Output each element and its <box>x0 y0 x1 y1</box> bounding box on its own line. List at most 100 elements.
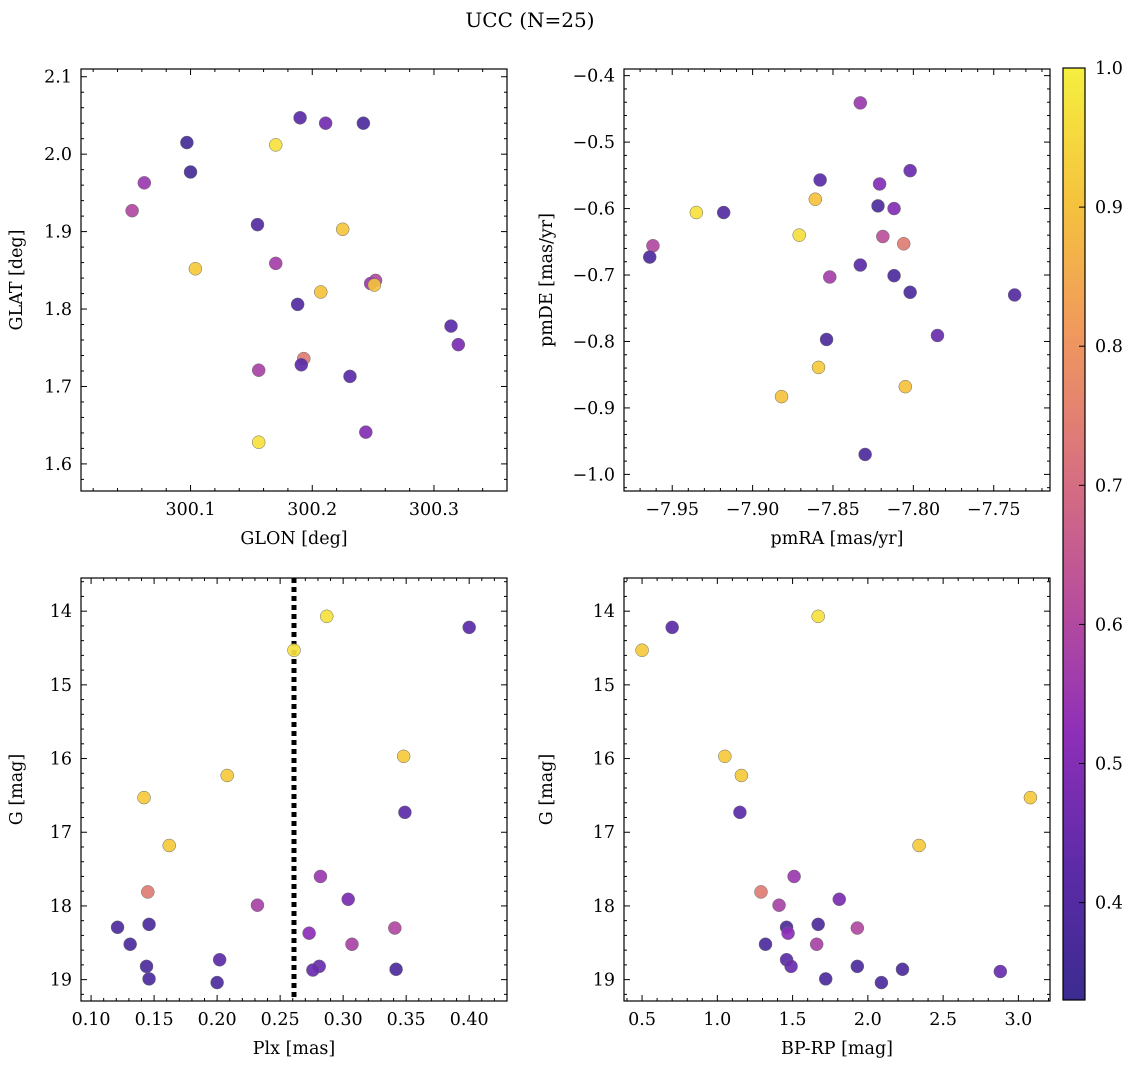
data-point <box>1007 288 1022 302</box>
data-point <box>251 363 266 377</box>
data-point <box>341 892 355 907</box>
data-point <box>123 937 137 952</box>
data-point <box>141 885 155 899</box>
x-tick-label: −7.95 <box>645 500 699 520</box>
data-point <box>302 926 316 940</box>
data-point <box>293 111 307 125</box>
x-tick-label: 300.2 <box>287 500 337 520</box>
colorbar-tick-label: 0.8 <box>1095 337 1123 357</box>
figure-title: UCC (N=25) <box>465 8 594 32</box>
data-point <box>343 369 357 384</box>
data-point <box>220 768 234 783</box>
colorbar-gradient <box>1062 67 1086 1001</box>
data-point <box>853 96 868 110</box>
points <box>642 96 1022 462</box>
x-tick-label: 0.35 <box>387 1010 426 1030</box>
data-point <box>811 609 825 624</box>
colorbar-tick-label: 0.9 <box>1095 198 1123 218</box>
data-point <box>210 975 224 990</box>
data-point <box>758 937 773 952</box>
data-point <box>819 332 834 347</box>
y-axis-label: GLAT [deg] <box>7 230 27 331</box>
y-tick-label: 16 <box>50 750 72 770</box>
x-tick-label: 1.0 <box>703 1010 731 1030</box>
data-point <box>462 620 476 635</box>
colorbar-tick-label: 0.5 <box>1095 755 1123 775</box>
data-point <box>398 805 412 820</box>
data-point <box>781 926 795 940</box>
data-point <box>294 358 309 372</box>
y-tick-label: 1.9 <box>44 223 72 243</box>
data-point <box>887 201 901 216</box>
data-point <box>930 328 945 343</box>
ticks <box>624 578 1050 1001</box>
y-tick-label: −0.4 <box>573 67 616 87</box>
data-point <box>733 805 747 820</box>
data-point <box>188 262 203 276</box>
data-point <box>850 959 865 974</box>
x-tick-label: 300.1 <box>165 500 215 520</box>
x-tick-label: 0.20 <box>198 1010 237 1030</box>
y-tick-label: 2.1 <box>44 68 72 88</box>
data-point <box>287 643 301 657</box>
y-tick-label: 19 <box>593 971 615 991</box>
data-point <box>268 138 283 152</box>
data-point <box>772 898 786 912</box>
y-tick-label: 1.7 <box>44 377 72 397</box>
data-point <box>858 447 872 462</box>
x-axis-label: BP-RP [mag] <box>781 1039 893 1059</box>
data-point <box>180 135 194 150</box>
y-tick-label: 14 <box>50 602 72 622</box>
data-point <box>896 237 911 251</box>
x-tick-label: 2.5 <box>929 1010 957 1030</box>
y-axis-label: G [mag] <box>537 754 557 825</box>
panel-bprp-g: 0.5 1.0 1.5 2.0 2.5 3.0 14 15 16 17 18 19 BP-RP [mag… <box>537 577 1051 1059</box>
data-point <box>635 643 649 657</box>
y-axis-label: pmDE [mas/yr] <box>537 213 557 347</box>
y-tick-label: 2.0 <box>44 145 72 165</box>
colorbar-tick-label: 1.0 <box>1095 59 1123 79</box>
data-point <box>306 963 320 977</box>
data-point <box>183 165 198 179</box>
y-tick-label: 17 <box>593 823 615 843</box>
x-axis-label: pmRA [mas/yr] <box>771 529 904 549</box>
data-point <box>367 278 382 292</box>
axes-frame <box>80 68 508 492</box>
y-tick-label: −0.5 <box>573 133 616 153</box>
data-point <box>142 972 156 986</box>
data-point <box>665 620 679 635</box>
y-tick-label: 14 <box>593 602 615 622</box>
data-point <box>895 962 910 977</box>
y-tick-label: −0.6 <box>573 200 616 220</box>
y-tick-label: 1.6 <box>44 455 72 475</box>
y-tick-label: −1.0 <box>573 465 616 485</box>
x-tick-label: −7.90 <box>726 500 780 520</box>
data-point <box>396 749 411 764</box>
points <box>110 609 476 990</box>
data-point <box>871 199 885 213</box>
ticks <box>623 69 1050 491</box>
data-point <box>853 258 868 272</box>
x-tick-label: 0.40 <box>450 1010 489 1030</box>
x-tick-label: 1.5 <box>779 1010 807 1030</box>
axes-frame <box>623 577 1051 1002</box>
data-point <box>162 838 176 853</box>
data-point <box>876 229 890 244</box>
data-point <box>823 270 837 284</box>
data-point <box>345 937 359 952</box>
x-tick-label: −7.85 <box>806 500 860 520</box>
axes-frame <box>623 68 1051 492</box>
data-point <box>784 959 798 974</box>
y-tick-label: 17 <box>50 823 72 843</box>
data-point <box>142 917 156 932</box>
data-point <box>318 116 333 130</box>
panel-pmra-pmde: −7.95 −7.90 −7.85 −7.80 −7.75 −1.0 −0.9 −0.8 −0.… <box>537 67 1051 549</box>
points <box>125 111 466 449</box>
x-tick-label: 0.10 <box>72 1010 111 1030</box>
data-point <box>389 962 403 977</box>
data-point <box>689 205 704 220</box>
data-point <box>642 250 657 264</box>
y-tick-label: 18 <box>50 897 72 917</box>
y-tick-label: −0.9 <box>573 399 616 419</box>
